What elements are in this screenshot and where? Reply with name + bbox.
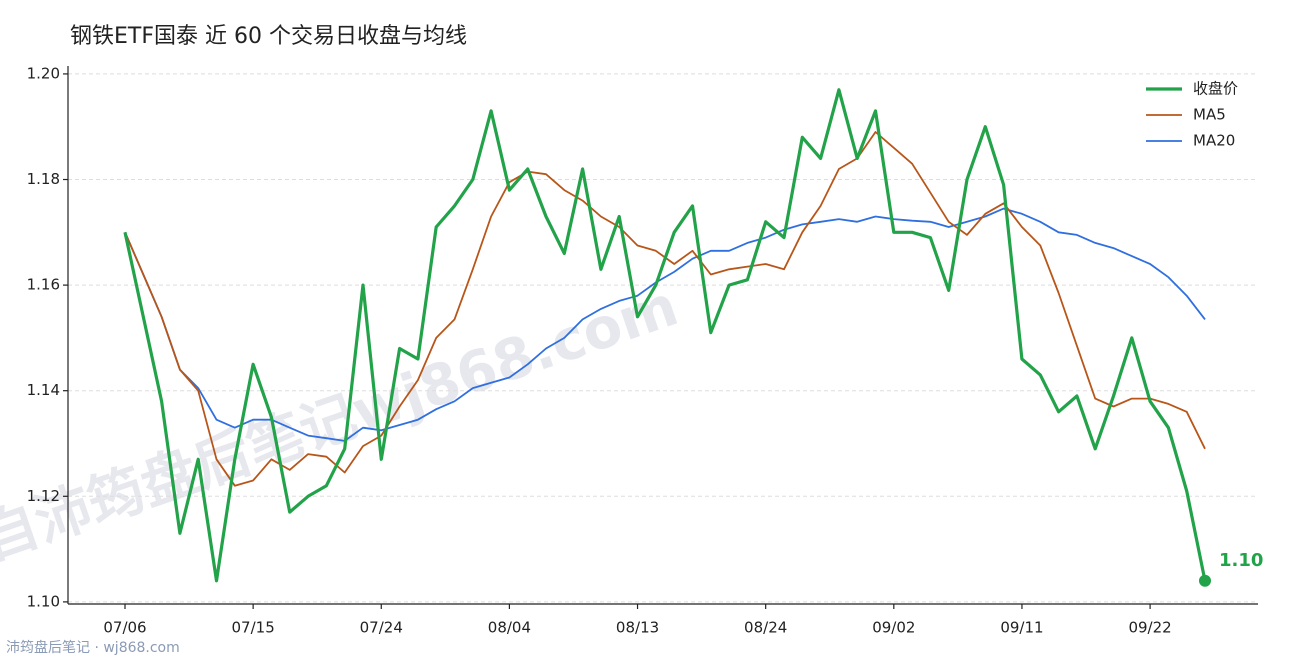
x-tick-label: 09/22: [1128, 619, 1171, 637]
x-tick-label: 07/06: [103, 619, 146, 637]
x-tick-label: 07/15: [232, 619, 275, 637]
x-tick-label: 08/13: [616, 619, 659, 637]
x-tick-label: 08/24: [744, 619, 787, 637]
x-tick-label: 07/24: [360, 619, 403, 637]
x-tick-label: 08/04: [488, 619, 531, 637]
y-tick-label: 1.12: [27, 487, 60, 505]
series-line: [123, 88, 1207, 583]
x-tick-label: 09/11: [1000, 619, 1043, 637]
y-tick-label: 1.18: [27, 170, 60, 188]
x-tick-label: 09/02: [872, 619, 915, 637]
legend-label: MA20: [1193, 132, 1235, 150]
y-tick-label: 1.14: [27, 381, 60, 399]
legend-label: MA5: [1193, 106, 1226, 124]
legend-label: 收盘价: [1193, 80, 1238, 98]
y-tick-label: 1.16: [27, 276, 60, 294]
last-point: [1199, 574, 1211, 587]
chart-title: 钢铁ETF国泰 近 60 个交易日收盘与均线: [70, 24, 467, 49]
value-label: 1.10: [1219, 550, 1263, 571]
y-tick-label: 1.10: [27, 592, 60, 610]
y-tick-label: 1.20: [27, 64, 60, 82]
series-line: [124, 207, 1206, 442]
watermark: 来自沛筠盘后笔记wj868.com: [0, 274, 686, 592]
footer: 沛筠盘后笔记 · wj868.com: [6, 639, 180, 656]
